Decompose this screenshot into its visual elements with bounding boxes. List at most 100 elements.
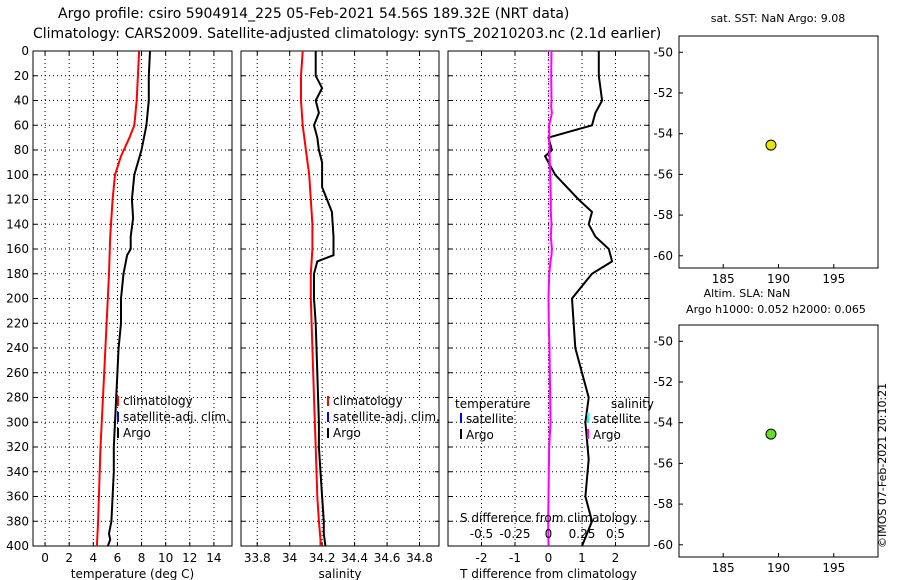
sla_map-ytick-label: -54 [653, 416, 673, 430]
sla_map-xtick-label: 195 [822, 561, 845, 575]
sst_map-xtick-label: 185 [712, 272, 735, 286]
sla_map-xtick-label: 190 [767, 561, 790, 575]
difference-legend-swatch [460, 429, 462, 439]
difference-legend-swatch [587, 429, 589, 439]
depth-tick-label: 140 [6, 217, 29, 231]
depth-tick-label: 160 [6, 242, 29, 256]
depth-tick-label: 260 [6, 366, 29, 380]
temperature-xtick-label: 6 [114, 551, 122, 565]
temperature-xtick-label: 10 [158, 551, 173, 565]
depth-tick-label: 20 [14, 69, 29, 83]
sst_map-profile-marker [765, 139, 777, 151]
depth-tick-label: 240 [6, 341, 29, 355]
depth-tick-label: 200 [6, 292, 29, 306]
difference-xtick-label: 0 [545, 551, 553, 565]
depth-tick-label: 100 [6, 168, 29, 182]
depth-tick-label: 120 [6, 193, 29, 207]
sst-map-title: sat. SST: NaN Argo: 9.08 [711, 12, 845, 25]
header-line-2: Climatology: CARS2009. Satellite-adjuste… [33, 26, 662, 42]
salinity-xtick-label: 34.4 [341, 551, 368, 565]
difference-xtick-label: 1 [578, 551, 586, 565]
salinity-diff-tick-label: -0.25 [499, 527, 530, 541]
sla_map-ytick-label: -60 [653, 538, 673, 552]
salinity-legend-swatch [327, 412, 329, 422]
difference-series-s-difference-argo- [547, 50, 553, 547]
header-line-1: Argo profile: csiro 5904914_225 05-Feb-2… [58, 6, 570, 22]
salinity-legend-swatch [327, 396, 329, 406]
temperature-xlabel: temperature (deg C) [71, 567, 194, 580]
salinity-diff-axis-label: S difference from climatology [460, 511, 637, 525]
temperature-xtick-label: 12 [182, 551, 197, 565]
temperature-legend-label: Argo [123, 426, 151, 440]
temperature-legend-swatch [117, 412, 119, 422]
depth-tick-label: 300 [6, 415, 29, 429]
sst_map-ytick-label: -58 [653, 208, 673, 222]
temperature-xtick-label: 8 [138, 551, 146, 565]
sst_map-ytick-label: -52 [653, 86, 673, 100]
depth-tick-label: 0 [21, 44, 29, 58]
sst_map-ytick-label: -60 [653, 249, 673, 263]
difference-xtick-label: 2 [612, 551, 620, 565]
difference-legend-title-left: temperature [455, 397, 530, 411]
depth-tick-label: 40 [14, 94, 29, 108]
depth-tick-label: 340 [6, 465, 29, 479]
temperature-xtick-label: 4 [89, 551, 97, 565]
temperature-xtick-label: 14 [206, 551, 221, 565]
sla_map-xtick-label: 185 [712, 561, 735, 575]
sst_map-ytick-label: -50 [653, 45, 673, 59]
salinity-legend-swatch [327, 428, 329, 438]
salinity-xtick-label: 34.2 [309, 551, 336, 565]
difference-legend-swatch [460, 413, 462, 423]
salinity-xtick-label: 34.8 [406, 551, 433, 565]
temperature-xtick-label: 0 [41, 551, 49, 565]
difference-legend-label: satellite [593, 412, 641, 426]
sst_map-xtick-label: 190 [767, 272, 790, 286]
sst_map-frame [678, 35, 879, 269]
sla_map-ytick-label: -50 [653, 334, 673, 348]
difference-xtick-label: -2 [476, 551, 488, 565]
temperature-xtick-label: 2 [65, 551, 73, 565]
salinity-diff-tick-label: 0.5 [606, 527, 625, 541]
sla_map-ytick-label: -58 [653, 497, 673, 511]
salinity-series-climatology [300, 50, 322, 546]
temperature-legend-swatch [117, 396, 119, 406]
depth-tick-label: 60 [14, 118, 29, 132]
salinity-xtick-label: 34 [282, 551, 297, 565]
temperature-frame [32, 50, 233, 547]
salinity-xtick-label: 33.8 [244, 551, 271, 565]
sla_map-ytick-label: -56 [653, 456, 673, 470]
salinity-legend-label: satellite-adj. clim. [333, 410, 440, 424]
difference-legend-title-right: salinity [611, 397, 654, 411]
difference-legend-label: Argo [466, 428, 494, 442]
depth-tick-label: 320 [6, 440, 29, 454]
difference-xlabel: T difference from climatology [459, 567, 637, 580]
difference-series-t-difference-argo- [543, 51, 614, 547]
salinity-legend-label: climatology [333, 394, 403, 408]
sla-map-subtitle: Argo h1000: 0.052 h2000: 0.065 [686, 303, 866, 316]
temperature-series-climatology [95, 50, 141, 547]
sla_map-ytick-label: -52 [653, 375, 673, 389]
sla-map-title: Altim. SLA: NaN [704, 287, 791, 300]
salinity-legend-label: Argo [333, 426, 361, 440]
temperature-series-argo [106, 50, 151, 547]
depth-tick-label: 360 [6, 490, 29, 504]
temperature-legend-swatch [117, 428, 119, 438]
depth-tick-label: 400 [6, 539, 29, 553]
sst_map-ytick-label: -54 [653, 127, 673, 141]
depth-tick-label: 180 [6, 267, 29, 281]
sst_map-xtick-label: 195 [822, 272, 845, 286]
difference-legend-label: satellite [466, 412, 514, 426]
difference-xtick-label: -1 [509, 551, 521, 565]
depth-tick-label: 220 [6, 316, 29, 330]
difference-legend-label: Argo [593, 428, 621, 442]
salinity-diff-tick-label: 0.25 [569, 527, 596, 541]
sla_map-frame [678, 324, 879, 558]
depth-tick-label: 380 [6, 514, 29, 528]
salinity-diff-tick-label: -0.5 [470, 527, 493, 541]
sst_map-ytick-label: -56 [653, 167, 673, 181]
temperature-legend-label: satellite-adj. clim. [123, 410, 230, 424]
depth-tick-label: 280 [6, 391, 29, 405]
salinity-xlabel: salinity [318, 567, 361, 580]
sla_map-profile-marker [765, 428, 777, 440]
